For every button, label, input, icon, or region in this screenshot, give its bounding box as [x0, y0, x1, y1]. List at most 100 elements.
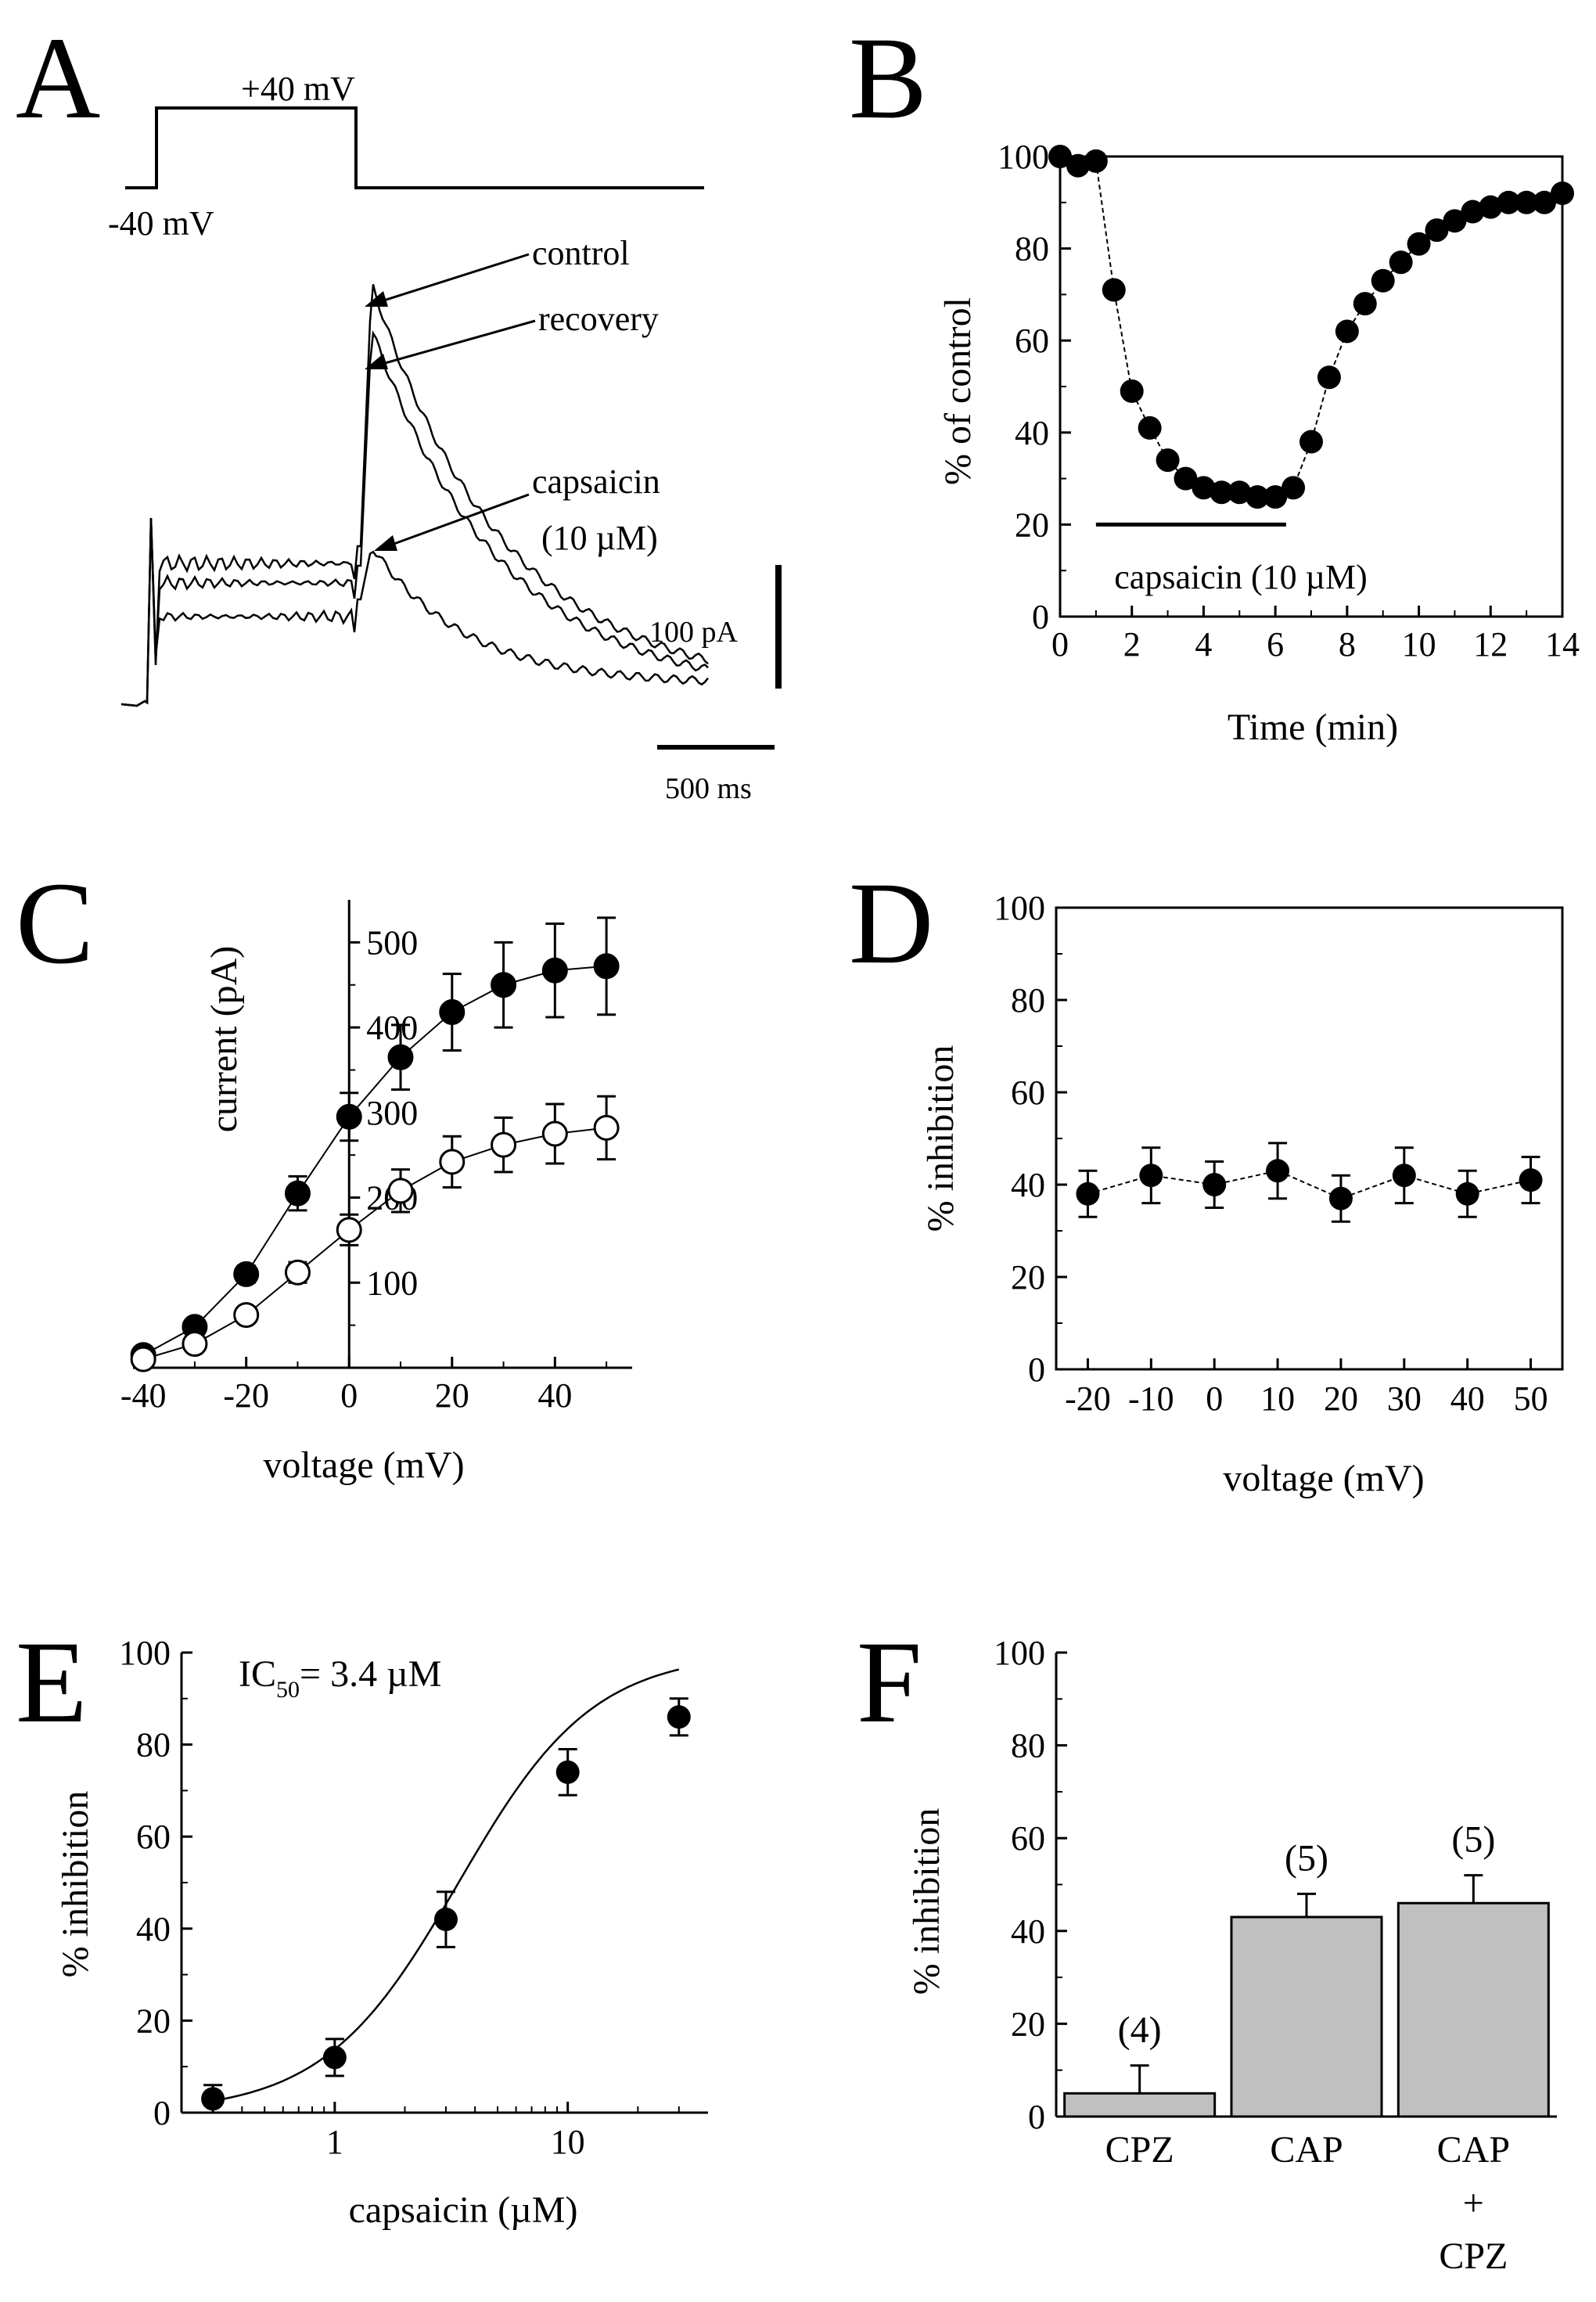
- data-point-b: [1425, 218, 1449, 243]
- ytick-label-e: 100: [119, 1634, 171, 1672]
- ic50-label-prefix: IC: [239, 1653, 276, 1695]
- data-point-b: [1371, 268, 1395, 293]
- panel-letter-C: C: [16, 858, 94, 988]
- data-point-e: [555, 1760, 580, 1784]
- ic50-label-sub: 50: [276, 1677, 300, 1703]
- ylabel-f: % inhibition: [906, 1808, 947, 1995]
- data-point-d: [1519, 1168, 1543, 1192]
- xtick-label-e: 1: [326, 2123, 343, 2161]
- data-point-b: [1479, 195, 1503, 219]
- data-point-c-capsaicin: [284, 1259, 311, 1286]
- recovery-label: recovery: [538, 300, 659, 338]
- data-point-c-control: [233, 1261, 260, 1287]
- data-point-b: [1228, 480, 1252, 505]
- data-point-c-control: [336, 1103, 362, 1130]
- data-point-c-capsaicin: [541, 1120, 568, 1147]
- data-point-c-capsaicin: [491, 1131, 517, 1158]
- data-point-b: [1317, 365, 1341, 390]
- data-point-b: [1335, 319, 1359, 344]
- data-point-b: [1497, 190, 1521, 214]
- data-point-c-control: [387, 1044, 414, 1070]
- axes-e: 0 20 40 60 80 100 1 10: [119, 1634, 708, 2161]
- data-point-b: [1299, 430, 1323, 454]
- ytick-label-b: 80: [1015, 230, 1049, 268]
- data-point-c-capsaicin: [336, 1217, 362, 1243]
- xtick-label-c: 20: [435, 1376, 469, 1415]
- protocol-step-label: +40 mV: [241, 70, 355, 108]
- capsaicin-label-line2: (10 µM): [541, 519, 658, 557]
- axes-f: 0 20 40 60 80 100 (4) CPZ (5) CAP (5) CAP + CPZ: [994, 1634, 1557, 2277]
- xlabel-e: capsaicin (µM): [349, 2189, 578, 2231]
- panel-letter-E: E: [16, 1617, 88, 1747]
- xlabel-c: voltage (mV): [263, 1444, 464, 1486]
- time-scalebar-label: 500 ms: [665, 772, 752, 805]
- xtick-label-d: 20: [1324, 1379, 1358, 1418]
- data-point-b: [1533, 190, 1557, 214]
- data-point-c-control: [541, 957, 568, 984]
- ylabel-b: % of control: [937, 297, 979, 485]
- data-point-b: [1443, 209, 1467, 233]
- capsaicin-label-line1: capsaicin: [532, 462, 660, 501]
- data-point-d: [1139, 1164, 1163, 1188]
- panel-letter-A: A: [16, 13, 100, 143]
- ytick-label-d: 0: [1028, 1351, 1045, 1389]
- ytick-label-c: 300: [366, 1094, 418, 1132]
- data-point-b: [1120, 379, 1144, 403]
- ic50-label-suffix: = 3.4 µM: [300, 1653, 441, 1695]
- xtick-label-b: 12: [1473, 625, 1508, 664]
- ytick-label-c: 500: [366, 923, 418, 962]
- panel-letter-F: F: [857, 1617, 922, 1747]
- ytick-label-d: 40: [1011, 1166, 1045, 1204]
- ylabel-d: % inhibition: [920, 1045, 962, 1232]
- capsaicin-bar-label: capsaicin (10 µM): [1114, 558, 1367, 596]
- bar-f: [1063, 2092, 1217, 2118]
- data-point-e: [201, 2087, 225, 2111]
- xtick-label-d: -20: [1065, 1379, 1111, 1418]
- xlabel-d: voltage (mV): [1223, 1458, 1424, 1499]
- xtick-label-c: 40: [537, 1376, 572, 1415]
- data-point-c-capsaicin: [130, 1346, 156, 1372]
- control-label: control: [532, 234, 630, 272]
- axes-d: 0 20 40 60 80 100 -20 -10 0 10 20 30 40 50: [994, 889, 1564, 1418]
- data-point-b: [1084, 149, 1108, 173]
- data-point-c-capsaicin: [593, 1114, 620, 1141]
- data-point-b: [1102, 278, 1126, 302]
- panel-f: 0 20 40 60 80 100 (4) CPZ (5) CAP (5) CAP + CPZ % inh…: [906, 1634, 1557, 2277]
- data-point-c-control: [593, 953, 620, 980]
- ylabel-e: % inhibition: [55, 1791, 96, 1978]
- n-label-f: (5): [1285, 1837, 1328, 1879]
- data-point-d: [1328, 1186, 1353, 1210]
- category-label-f: CAP: [1270, 2129, 1343, 2171]
- data-point-c-control: [439, 999, 466, 1026]
- voltage-protocol-line: [125, 106, 704, 189]
- protocol-hold-label: -40 mV: [108, 204, 214, 243]
- category-label-f: CPZ: [1439, 2235, 1508, 2277]
- control-trace: [120, 284, 709, 707]
- xtick-label-b: 0: [1051, 625, 1069, 664]
- bar-f: [1396, 1901, 1550, 2118]
- ic50-label: IC50= 3.4 µM: [239, 1653, 441, 1703]
- plot-frame-d: [1055, 906, 1564, 1371]
- data-point-c-capsaicin: [387, 1178, 414, 1204]
- panel-a: +40 mV -40 mV control recovery capsaicin…: [108, 70, 782, 805]
- ylabel-c: current (pA): [203, 946, 245, 1133]
- xtick-label-b: 8: [1339, 625, 1356, 664]
- ytick-label-b: 20: [1015, 505, 1049, 544]
- data-point-c-control: [284, 1180, 311, 1207]
- data-point-b: [1264, 485, 1288, 509]
- data-point-c-control: [491, 972, 517, 998]
- xtick-label-b: 2: [1123, 625, 1141, 664]
- panel-d: 0 20 40 60 80 100 -20 -10 0 10 20 30 40 50 % inhibiti…: [920, 889, 1564, 1499]
- bar-f: [1230, 1915, 1383, 2118]
- data-point-c-capsaicin: [439, 1149, 466, 1175]
- ytick-label-d: 20: [1011, 1258, 1045, 1297]
- ytick-label-f: 100: [994, 1634, 1045, 1672]
- recovery-trace: [120, 330, 709, 707]
- panel-e: 0 20 40 60 80 100 1 10 % inhibition capsaicin (…: [55, 1634, 708, 2231]
- ytick-label-e: 60: [136, 1818, 171, 1856]
- xtick-label-d: 30: [1387, 1379, 1422, 1418]
- data-point-c-capsaicin: [233, 1302, 260, 1329]
- data-point-c-capsaicin: [182, 1331, 208, 1358]
- data-point-b: [1048, 145, 1072, 168]
